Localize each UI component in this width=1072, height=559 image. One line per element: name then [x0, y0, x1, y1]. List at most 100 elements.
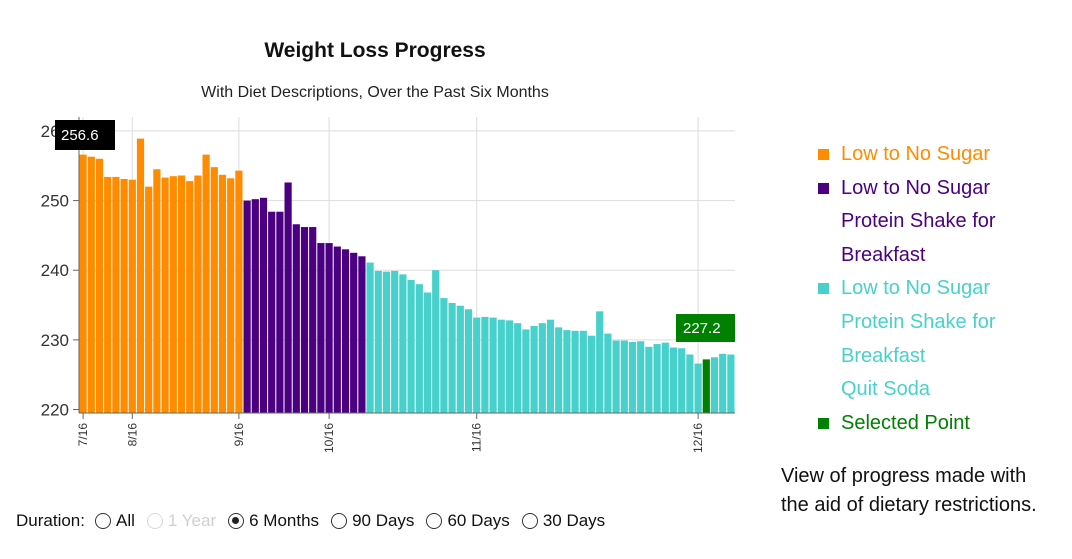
bar[interactable] [719, 353, 727, 413]
bar[interactable] [169, 176, 177, 413]
bar[interactable] [341, 249, 350, 413]
selected-bar[interactable] [702, 359, 710, 413]
bar[interactable] [366, 262, 374, 413]
radio-button[interactable] [228, 513, 245, 529]
bar[interactable] [653, 344, 661, 413]
bar[interactable] [128, 179, 136, 413]
bar[interactable] [300, 227, 309, 413]
bar[interactable] [628, 341, 637, 413]
bar[interactable] [604, 333, 612, 413]
bar[interactable] [505, 320, 514, 413]
bar[interactable] [325, 243, 333, 413]
bar[interactable] [358, 256, 366, 413]
bar[interactable] [587, 335, 596, 413]
bar[interactable] [571, 330, 579, 413]
legend-item[interactable]: Selected Point [818, 407, 1058, 441]
duration-option-60-days[interactable]: 60 Days [426, 511, 510, 531]
bar[interactable] [399, 274, 407, 413]
bar[interactable] [530, 325, 538, 413]
bar[interactable] [317, 243, 325, 413]
bar[interactable] [448, 302, 456, 413]
bar[interactable] [415, 284, 423, 413]
radio-button[interactable] [331, 513, 348, 529]
bar[interactable] [276, 211, 284, 413]
bar[interactable] [251, 199, 259, 413]
bar[interactable] [382, 271, 391, 413]
bar[interactable] [678, 348, 686, 413]
bar[interactable] [218, 174, 227, 413]
x-tick-label: 10/16 [322, 423, 336, 453]
bar[interactable] [645, 346, 653, 413]
bar[interactable] [268, 211, 276, 413]
bar[interactable] [514, 323, 522, 413]
bar[interactable] [186, 181, 194, 413]
bar[interactable] [473, 317, 481, 413]
bar[interactable] [686, 354, 694, 414]
bar[interactable] [440, 298, 448, 413]
chart-title: Weight Loss Progress [264, 39, 485, 62]
radio-button[interactable] [426, 513, 443, 529]
bar[interactable] [333, 246, 341, 413]
bar[interactable] [243, 200, 251, 413]
bar[interactable] [694, 363, 702, 413]
bar[interactable] [292, 224, 300, 413]
bar[interactable] [202, 154, 210, 414]
bar[interactable] [612, 340, 620, 413]
bar[interactable] [87, 156, 95, 413]
bar[interactable] [309, 227, 317, 413]
legend-label-line: Low to No Sugar [841, 277, 990, 300]
bar[interactable] [710, 357, 719, 413]
bar[interactable] [456, 305, 464, 413]
bar[interactable] [637, 341, 645, 413]
bar[interactable] [489, 317, 497, 413]
bar[interactable] [563, 330, 571, 413]
bar[interactable] [120, 178, 128, 413]
bar[interactable] [669, 347, 678, 413]
bar[interactable] [596, 311, 604, 413]
bar[interactable] [95, 158, 104, 413]
bar[interactable] [497, 319, 505, 413]
bar[interactable] [161, 177, 169, 413]
bar[interactable] [79, 154, 87, 414]
bar[interactable] [423, 292, 432, 413]
bar[interactable] [391, 270, 399, 413]
bar[interactable] [145, 186, 153, 413]
bar[interactable] [104, 176, 112, 413]
duration-option-6-months[interactable]: 6 Months [228, 511, 319, 531]
bar[interactable] [432, 270, 440, 413]
bar[interactable] [153, 169, 161, 413]
duration-option-all[interactable]: All [94, 511, 135, 531]
bar[interactable] [555, 327, 563, 413]
bar[interactable] [136, 138, 145, 413]
bar[interactable] [210, 167, 218, 413]
bar[interactable] [177, 175, 186, 414]
legend-item[interactable]: Low to No Sugar Protein Shake for Breakfas… [818, 172, 1058, 273]
bar[interactable] [350, 252, 358, 413]
bar[interactable] [112, 176, 120, 413]
bar[interactable] [522, 329, 530, 413]
bar[interactable] [546, 319, 555, 413]
bar[interactable] [481, 316, 489, 413]
bar[interactable] [727, 354, 735, 414]
bar[interactable] [661, 342, 669, 413]
bar[interactable] [579, 330, 587, 413]
bar[interactable] [235, 170, 243, 413]
radio-button[interactable] [94, 513, 111, 529]
chart-description: View of progress made with the aid of di… [781, 462, 1071, 520]
bar[interactable] [227, 178, 235, 413]
bar[interactable] [259, 197, 268, 413]
bar[interactable] [620, 340, 628, 413]
duration-option-90-days[interactable]: 90 Days [331, 511, 414, 531]
duration-option-30-days[interactable]: 30 Days [521, 511, 605, 531]
bar[interactable] [374, 270, 382, 413]
bar[interactable] [284, 182, 292, 413]
legend-item[interactable]: Low to No Sugar [818, 138, 1058, 172]
bar[interactable] [194, 175, 202, 414]
bar[interactable] [538, 323, 546, 413]
radio-button[interactable] [521, 513, 538, 529]
legend-item[interactable]: Low to No Sugar Protein Shake for Breakfas… [818, 272, 1058, 406]
bar[interactable] [407, 279, 415, 413]
bar[interactable] [464, 309, 473, 413]
x-tick-label: 8/16 [125, 423, 139, 447]
selected-point-label-box [676, 314, 735, 342]
